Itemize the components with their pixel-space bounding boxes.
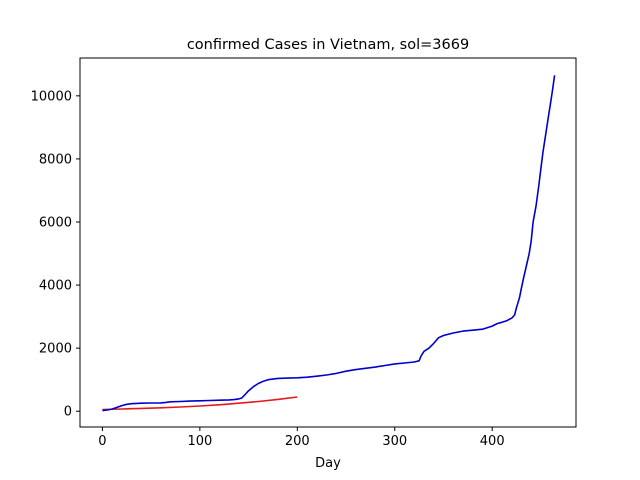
x-axis: 0 100 200 300 400 bbox=[98, 427, 505, 449]
x-axis-label: Day bbox=[315, 456, 341, 471]
x-tick-label: 100 bbox=[187, 434, 212, 449]
x-tick-label: 0 bbox=[98, 434, 106, 449]
y-tick-label: 4000 bbox=[39, 279, 72, 294]
y-tick-label: 2000 bbox=[39, 342, 72, 357]
series-line-1 bbox=[102, 396, 298, 411]
y-tick-label: 10000 bbox=[31, 89, 72, 104]
y-tick-label: 8000 bbox=[39, 152, 72, 167]
chart-title: confirmed Cases in Vietnam, sol=3669 bbox=[187, 37, 469, 53]
x-tick-label: 300 bbox=[382, 434, 407, 449]
x-tick-label: 400 bbox=[480, 434, 505, 449]
x-tick-label: 200 bbox=[285, 434, 310, 449]
plot-area bbox=[102, 75, 556, 412]
axes-frame bbox=[79, 57, 577, 428]
y-axis: 0 2000 4000 6000 8000 10000 bbox=[31, 89, 80, 420]
y-tick-label: 0 bbox=[64, 405, 72, 420]
series-line-2 bbox=[102, 75, 556, 412]
y-tick-label: 6000 bbox=[39, 216, 72, 231]
